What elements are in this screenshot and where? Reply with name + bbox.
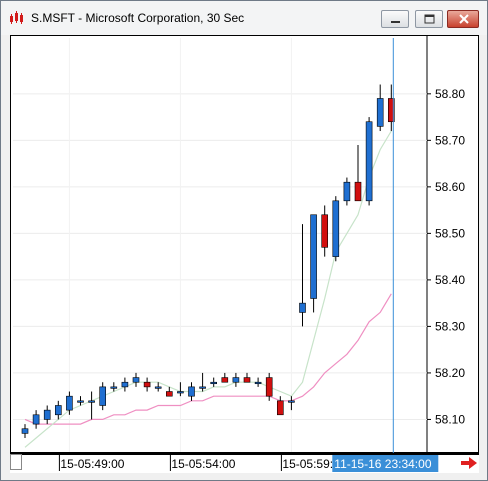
y-tick-label: 58.40 — [435, 273, 465, 287]
candle-down — [387, 98, 395, 123]
candle-up — [299, 302, 306, 313]
candle-up — [32, 414, 40, 425]
x-tick-label: 15-05:54:00 — [171, 457, 235, 471]
candle-up — [54, 405, 62, 416]
candle-up — [288, 400, 295, 403]
candle-up — [343, 181, 351, 202]
maximize-icon — [424, 14, 435, 24]
arrow-right-icon[interactable] — [459, 456, 479, 470]
candle-up — [376, 98, 384, 127]
y-tick-label: 58.60 — [435, 180, 465, 194]
candle-up — [99, 386, 106, 406]
price-chart[interactable]: 58.80 58.70 58.60 58.50 58.40 58.30 58.20 58.10 — [10, 35, 480, 454]
candle-up — [77, 400, 84, 403]
candle-down — [276, 400, 284, 416]
chart-app-icon — [10, 11, 23, 24]
candle-down — [265, 377, 273, 397]
ma-fast-line — [24, 130, 392, 448]
x-tick-label: 15-05:59:00 — [282, 457, 346, 471]
minimize-icon — [391, 21, 400, 23]
candle-up — [66, 395, 73, 411]
cursor-time-label: 11-15-16 23:34:00 — [334, 457, 432, 471]
candle-up — [232, 377, 240, 383]
y-tick-label: 58.80 — [435, 87, 465, 101]
candle-up — [21, 428, 29, 434]
candle-up — [210, 381, 217, 385]
candle-up — [43, 409, 51, 420]
candle-up — [110, 386, 118, 389]
close-icon — [459, 14, 469, 24]
cursor-time-badge — [332, 455, 439, 472]
candle-up — [154, 386, 162, 389]
candle-up — [121, 381, 129, 388]
candle-down — [354, 181, 362, 202]
y-tick-label: 58.30 — [435, 319, 465, 333]
x-tick-label: 15-05:49:00 — [60, 457, 124, 471]
window-title: S.MSFT - Microsoft Corporation, 30 Sec — [31, 11, 245, 25]
candle-up — [88, 400, 95, 403]
y-tick-label: 58.20 — [435, 366, 465, 380]
minimize-button[interactable] — [381, 10, 409, 28]
time-axis: 15-05:49:00 15-05:54:00 15-05:59:0011-15-1… — [10, 453, 479, 472]
candle-down — [221, 377, 229, 383]
candle-down — [166, 391, 173, 397]
close-button[interactable] — [447, 10, 479, 28]
candle-up — [310, 214, 317, 299]
ma-slow-line — [24, 293, 392, 425]
candle-up — [177, 391, 184, 394]
chart-canvas[interactable]: 58.80 58.70 58.60 58.50 58.40 58.30 58.20 58.10 — [11, 36, 480, 454]
candle-up — [188, 386, 195, 397]
candle-up — [332, 200, 340, 257]
candle-down — [321, 214, 329, 248]
time-axis-top-border — [10, 453, 479, 455]
candle-up — [199, 386, 206, 389]
maximize-button[interactable] — [415, 10, 443, 28]
candle-down — [143, 381, 151, 388]
candle-up — [254, 381, 262, 385]
candle-up — [132, 377, 140, 383]
scroll-thumb[interactable] — [10, 454, 22, 470]
y-tick-label: 58.10 — [435, 412, 465, 426]
y-tick-label: 58.50 — [435, 226, 465, 240]
candle-up — [365, 121, 373, 202]
candle-down — [243, 377, 251, 383]
y-tick-label: 58.70 — [435, 133, 465, 147]
title-bar[interactable]: S.MSFT - Microsoft Corporation, 30 Sec — [1, 1, 487, 35]
time-axis-bar[interactable]: 15-05:49:00 15-05:54:00 15-05:59:00 11-15-1… — [10, 453, 479, 473]
